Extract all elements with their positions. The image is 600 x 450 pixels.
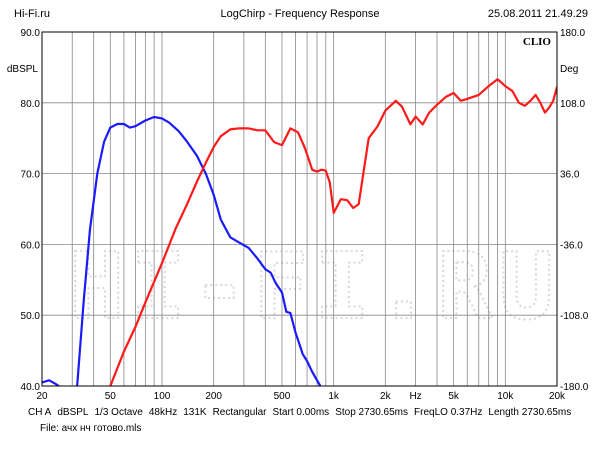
- measurement-settings: CH A dBSPL 1/3 Octave 48kHz 131K Rectangular S…: [28, 407, 577, 419]
- setting-item: 131K: [183, 407, 207, 418]
- y-tick-label-right: -36.0: [560, 240, 583, 251]
- y-tick-label-left: 80.0: [21, 99, 41, 110]
- timestamp: 25.08.2011 21.49.29: [487, 8, 588, 20]
- setting-item: Length 2730.65ms: [488, 407, 572, 418]
- x-tick-label: 5k: [448, 391, 460, 402]
- label-layer: 90.0 80.0 70.0 60.0 50.0 40.0 180.0 108.0 36.0 -3…: [7, 28, 589, 402]
- y-axis-label-right: Deg: [560, 64, 578, 75]
- setting-item: 48kHz: [148, 407, 178, 418]
- x-tick-label: 20: [36, 391, 48, 402]
- plot-frame: [41, 31, 558, 387]
- setting-item: 1/3 Octave: [94, 407, 143, 418]
- phase-curve: [109, 78, 557, 386]
- x-tick-label: 20k: [549, 391, 566, 402]
- y-tick-label-left: 40.0: [21, 382, 41, 393]
- x-tick-label: 500: [274, 391, 291, 402]
- y-tick-label-right: 108.0: [560, 99, 585, 110]
- y-axis-label-left: dBSPL: [7, 64, 39, 75]
- x-tick-label: 100: [154, 391, 171, 402]
- y-tick-label-left: 60.0: [21, 240, 41, 251]
- setting-item: dBSPL: [57, 407, 89, 418]
- window-title: LogChirp - Frequency Response: [220, 8, 380, 20]
- x-tick-label: 2k: [380, 391, 392, 402]
- grid-layer: [42, 32, 557, 386]
- setting-item: Start 0.00ms: [272, 407, 330, 418]
- y-tick-label-left: 90.0: [21, 28, 41, 39]
- series-layer: [42, 78, 557, 386]
- y-tick-label-right: 36.0: [560, 170, 580, 181]
- spl-curve: [42, 115, 322, 386]
- setting-item: Stop 2730.65ms: [335, 407, 409, 418]
- watermark: HI-FI.RU: [69, 233, 560, 340]
- watermark-layer: HI-FI.RU: [68, 232, 560, 341]
- x-tick-label: 1k: [328, 391, 340, 402]
- x-tick-label: 10k: [497, 391, 514, 402]
- y-tick-label-right: 180.0: [560, 28, 585, 39]
- setting-item: CH A: [28, 407, 52, 418]
- y-tick-label-right: -108.0: [560, 311, 589, 322]
- file-name: File: ачх нч готово.mls: [40, 423, 142, 434]
- clio-logo: CLIO: [523, 36, 552, 48]
- y-tick-label-left: 70.0: [21, 170, 41, 181]
- setting-item: Rectangular: [212, 407, 267, 418]
- y-tick-label-left: 50.0: [21, 311, 41, 322]
- y-tick-label-right: -180.0: [560, 382, 589, 393]
- app-name: Hi-Fi.ru: [14, 8, 51, 20]
- setting-item: FreqLO 0.37Hz: [414, 407, 483, 418]
- x-tick-label: 50: [105, 391, 117, 402]
- x-tick-label: 200: [205, 391, 222, 402]
- x-tick-label: Hz: [409, 391, 421, 402]
